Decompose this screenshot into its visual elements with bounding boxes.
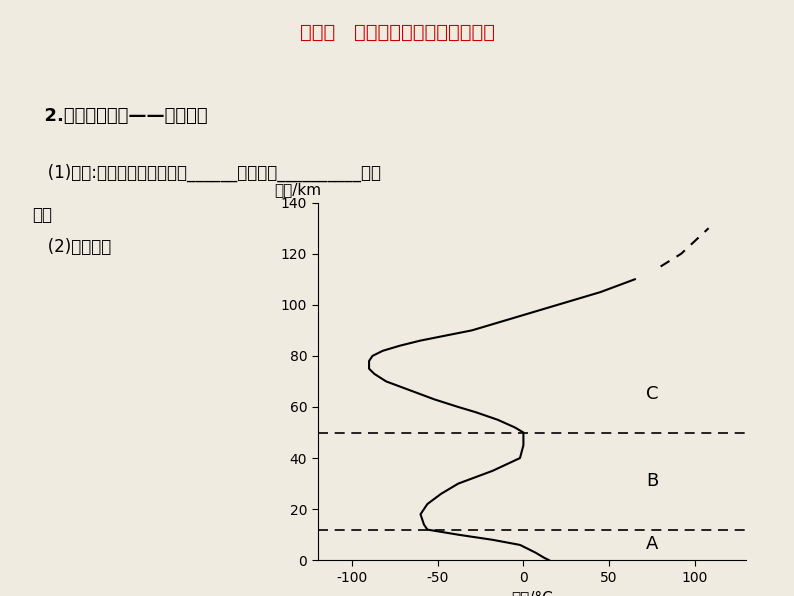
Text: 异。: 异。 xyxy=(32,206,52,224)
Text: (2)垂直分层: (2)垂直分层 xyxy=(32,238,111,256)
Text: 高度/km: 高度/km xyxy=(275,182,322,197)
X-axis label: 气温/°C: 气温/°C xyxy=(511,590,553,596)
Text: 考点二   大气的热力状况和大气运动: 考点二 大气的热力状况和大气运动 xyxy=(299,23,495,42)
Text: 2.大气圈的结构——垂直分层: 2.大气圈的结构——垂直分层 xyxy=(32,107,207,125)
Text: A: A xyxy=(646,535,658,552)
Text: C: C xyxy=(646,385,658,403)
Text: B: B xyxy=(646,472,658,490)
Text: (1)依据:大气在垂直方向上的______、密度和__________的差: (1)依据:大气在垂直方向上的______、密度和__________的差 xyxy=(32,164,381,182)
